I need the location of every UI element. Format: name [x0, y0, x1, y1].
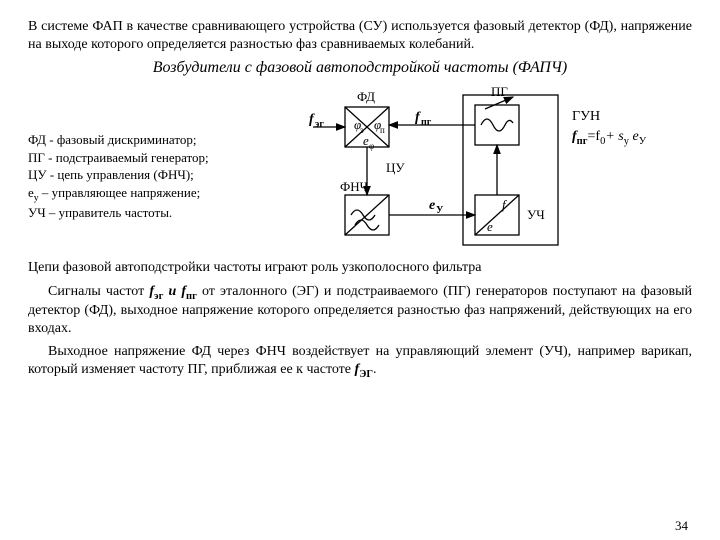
right-labels: ГУН fпг=f0+ sy eУ — [572, 87, 692, 147]
page-number: 34 — [675, 518, 688, 534]
legend-line-pg: ПГ - подстраиваемый генератор; — [28, 149, 288, 167]
svg-text:ФНЧ: ФНЧ — [340, 179, 369, 194]
diagram-row: ФД - фазовый дискриминатор; ПГ - подстра… — [28, 87, 692, 257]
diagram: φ э φ п e φ f e — [288, 87, 572, 257]
svg-text:У: У — [436, 205, 444, 216]
svg-text:ФД: ФД — [357, 89, 375, 104]
svg-text:эг: эг — [315, 119, 324, 130]
legend-block: ФД - фазовый дискриминатор; ПГ - подстра… — [28, 87, 288, 222]
svg-text:f: f — [502, 197, 508, 212]
legend-line-eu: eу – управляющее напряжение; — [28, 184, 288, 205]
svg-text:e: e — [429, 198, 435, 213]
legend-line-uch: УЧ – управитель частоты. — [28, 204, 288, 222]
svg-text:УЧ: УЧ — [527, 207, 545, 222]
svg-text:ЦУ: ЦУ — [386, 160, 405, 175]
para-signals: Сигналы частот fэг и fпг от эталонного (… — [28, 283, 692, 338]
svg-text:e: e — [487, 219, 493, 234]
svg-text:φ: φ — [369, 141, 374, 151]
svg-text:ПГ: ПГ — [491, 87, 508, 99]
svg-text:пг: пг — [421, 117, 432, 128]
right-formula: fпг=f0+ sy eУ — [572, 129, 692, 147]
section-title: Возбудители с фазовой автоподстройкой ча… — [28, 59, 692, 77]
legend-line-cu: ЦУ - цепь управления (ФНЧ); — [28, 166, 288, 184]
legend-line-fd: ФД - фазовый дискриминатор; — [28, 131, 288, 149]
para-output: Выходное напряжение ФД через ФНЧ воздейс… — [28, 343, 692, 380]
svg-text:п: п — [380, 125, 385, 135]
intro-paragraph: В системе ФАП в качестве сравнивающего у… — [28, 18, 692, 53]
para-filter: Цепи фазовой автоподстройки частоты игра… — [28, 259, 692, 277]
label-gun: ГУН — [572, 109, 692, 125]
